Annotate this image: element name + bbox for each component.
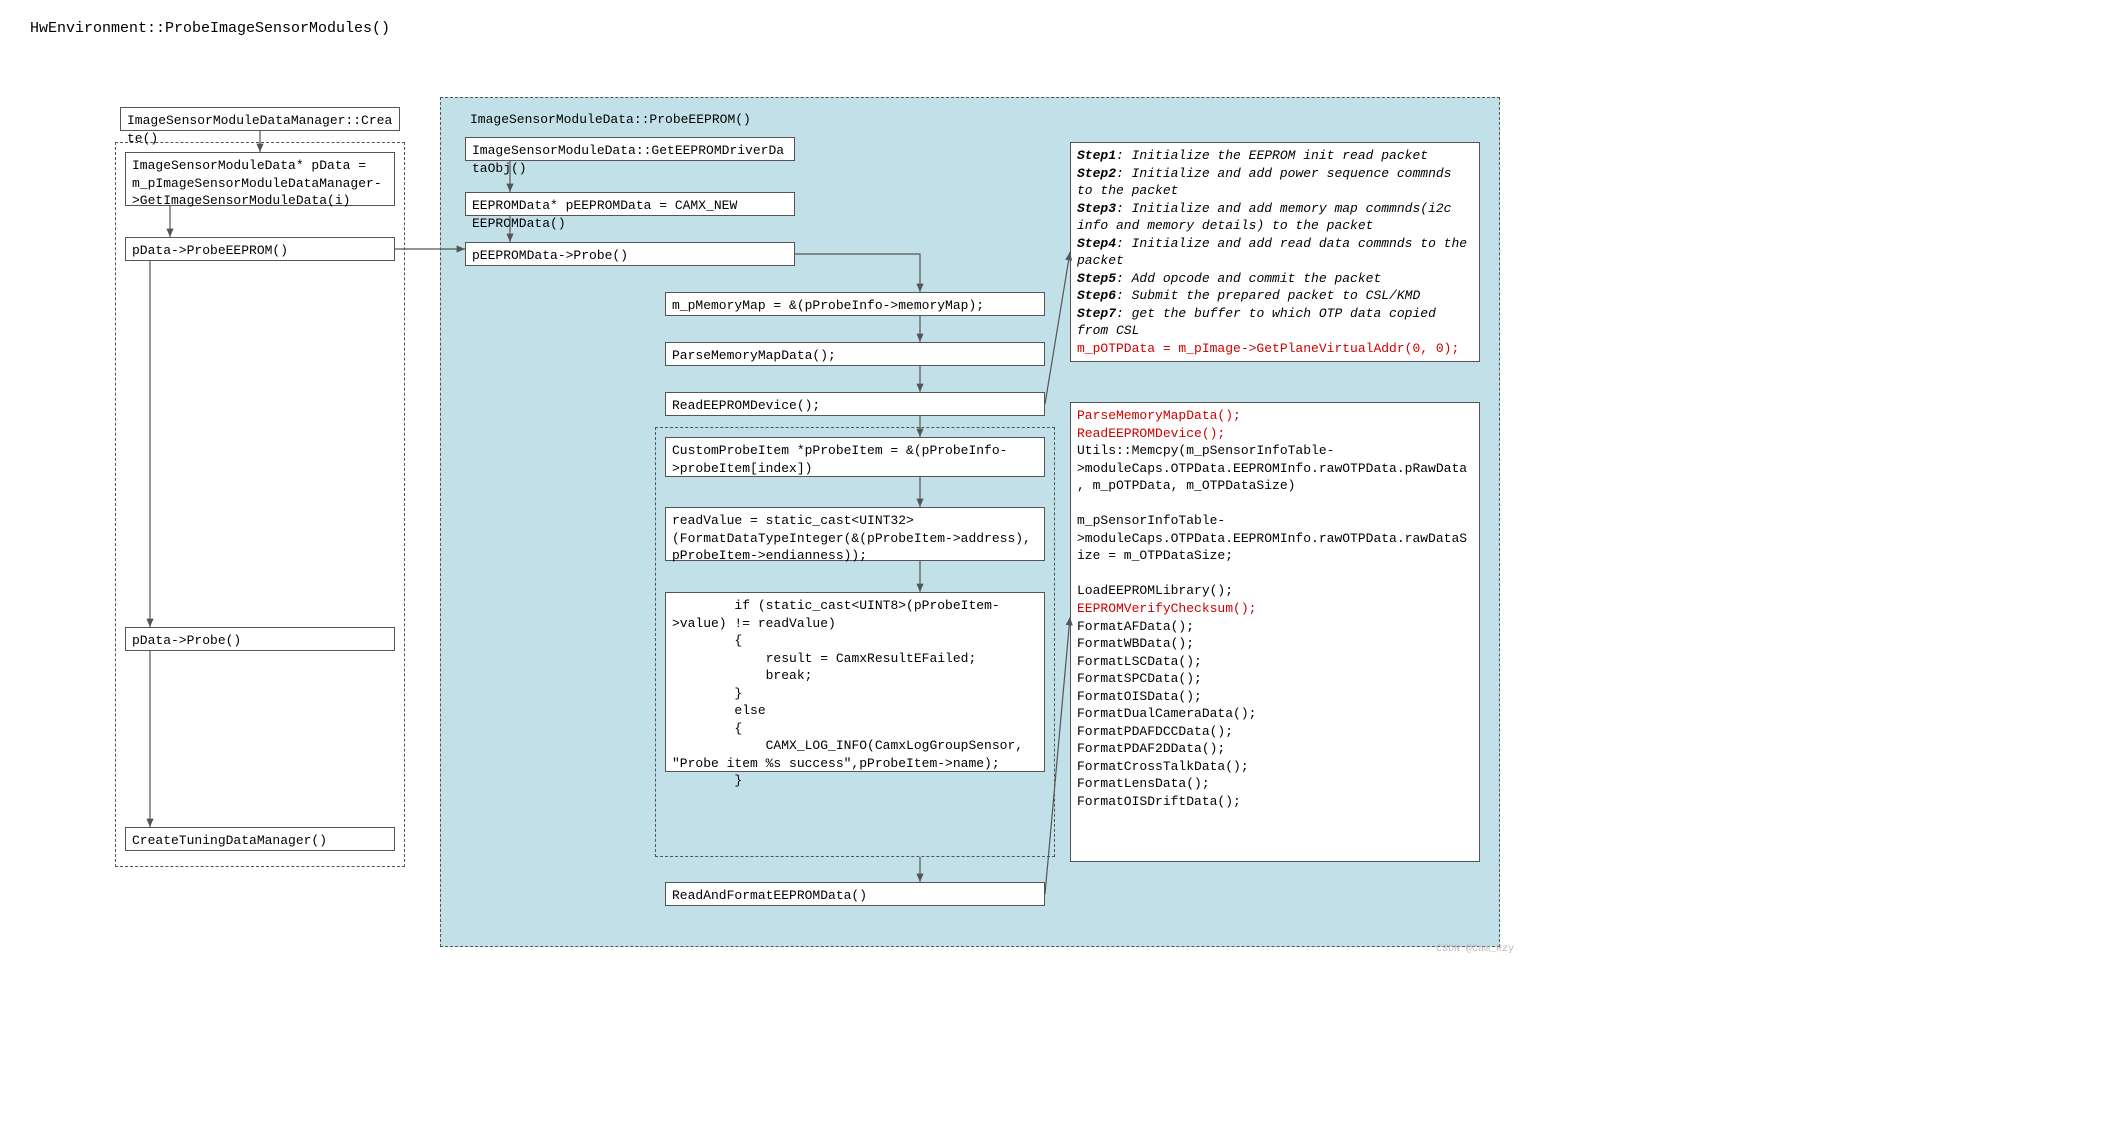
node-readvalue: readValue = static_cast<UINT32>(FormatDa… — [665, 507, 1045, 561]
diagram-title: HwEnvironment::ProbeImageSensorModules() — [20, 20, 2100, 37]
node-peepromprobe: pEEPROMData->Probe() — [465, 242, 795, 266]
node-memorymap: m_pMemoryMap = &(pProbeInfo->memoryMap); — [665, 292, 1045, 316]
node-ifelse: if (static_cast<UINT8>(pProbeItem->value… — [665, 592, 1045, 772]
node-probe: pData->Probe() — [125, 627, 395, 651]
node-createtuning: CreateTuningDataManager() — [125, 827, 395, 851]
diagram-canvas: ImageSensorModuleData::ProbeEEPROM() Ima… — [20, 57, 1520, 957]
node-parsemem: ParseMemoryMapData(); — [665, 342, 1045, 366]
side-box-format: ParseMemoryMapData();ReadEEPROMDevice();… — [1070, 402, 1480, 862]
node-create: ImageSensorModuleDataManager::Create() — [120, 107, 400, 131]
node-probeitem: CustomProbeItem *pProbeItem = &(pProbeIn… — [665, 437, 1045, 477]
node-probeeeprom: pData->ProbeEEPROM() — [125, 237, 395, 261]
node-geteepromdriver: ImageSensorModuleData::GetEEPROMDriverDa… — [465, 137, 795, 161]
node-readeeprom: ReadEEPROMDevice(); — [665, 392, 1045, 416]
node-neweepromdata: EEPROMData* pEEPROMData = CAMX_NEW EEPRO… — [465, 192, 795, 216]
node-getdata: ImageSensorModuleData* pData = m_pImageS… — [125, 152, 395, 206]
node-readandformat: ReadAndFormatEEPROMData() — [665, 882, 1045, 906]
watermark: CSDN @Cam_Rzy — [1436, 944, 1514, 955]
side-box-steps: Step1: Initialize the EEPROM init read p… — [1070, 142, 1480, 362]
blue-region-label: ImageSensorModuleData::ProbeEEPROM() — [470, 112, 751, 127]
